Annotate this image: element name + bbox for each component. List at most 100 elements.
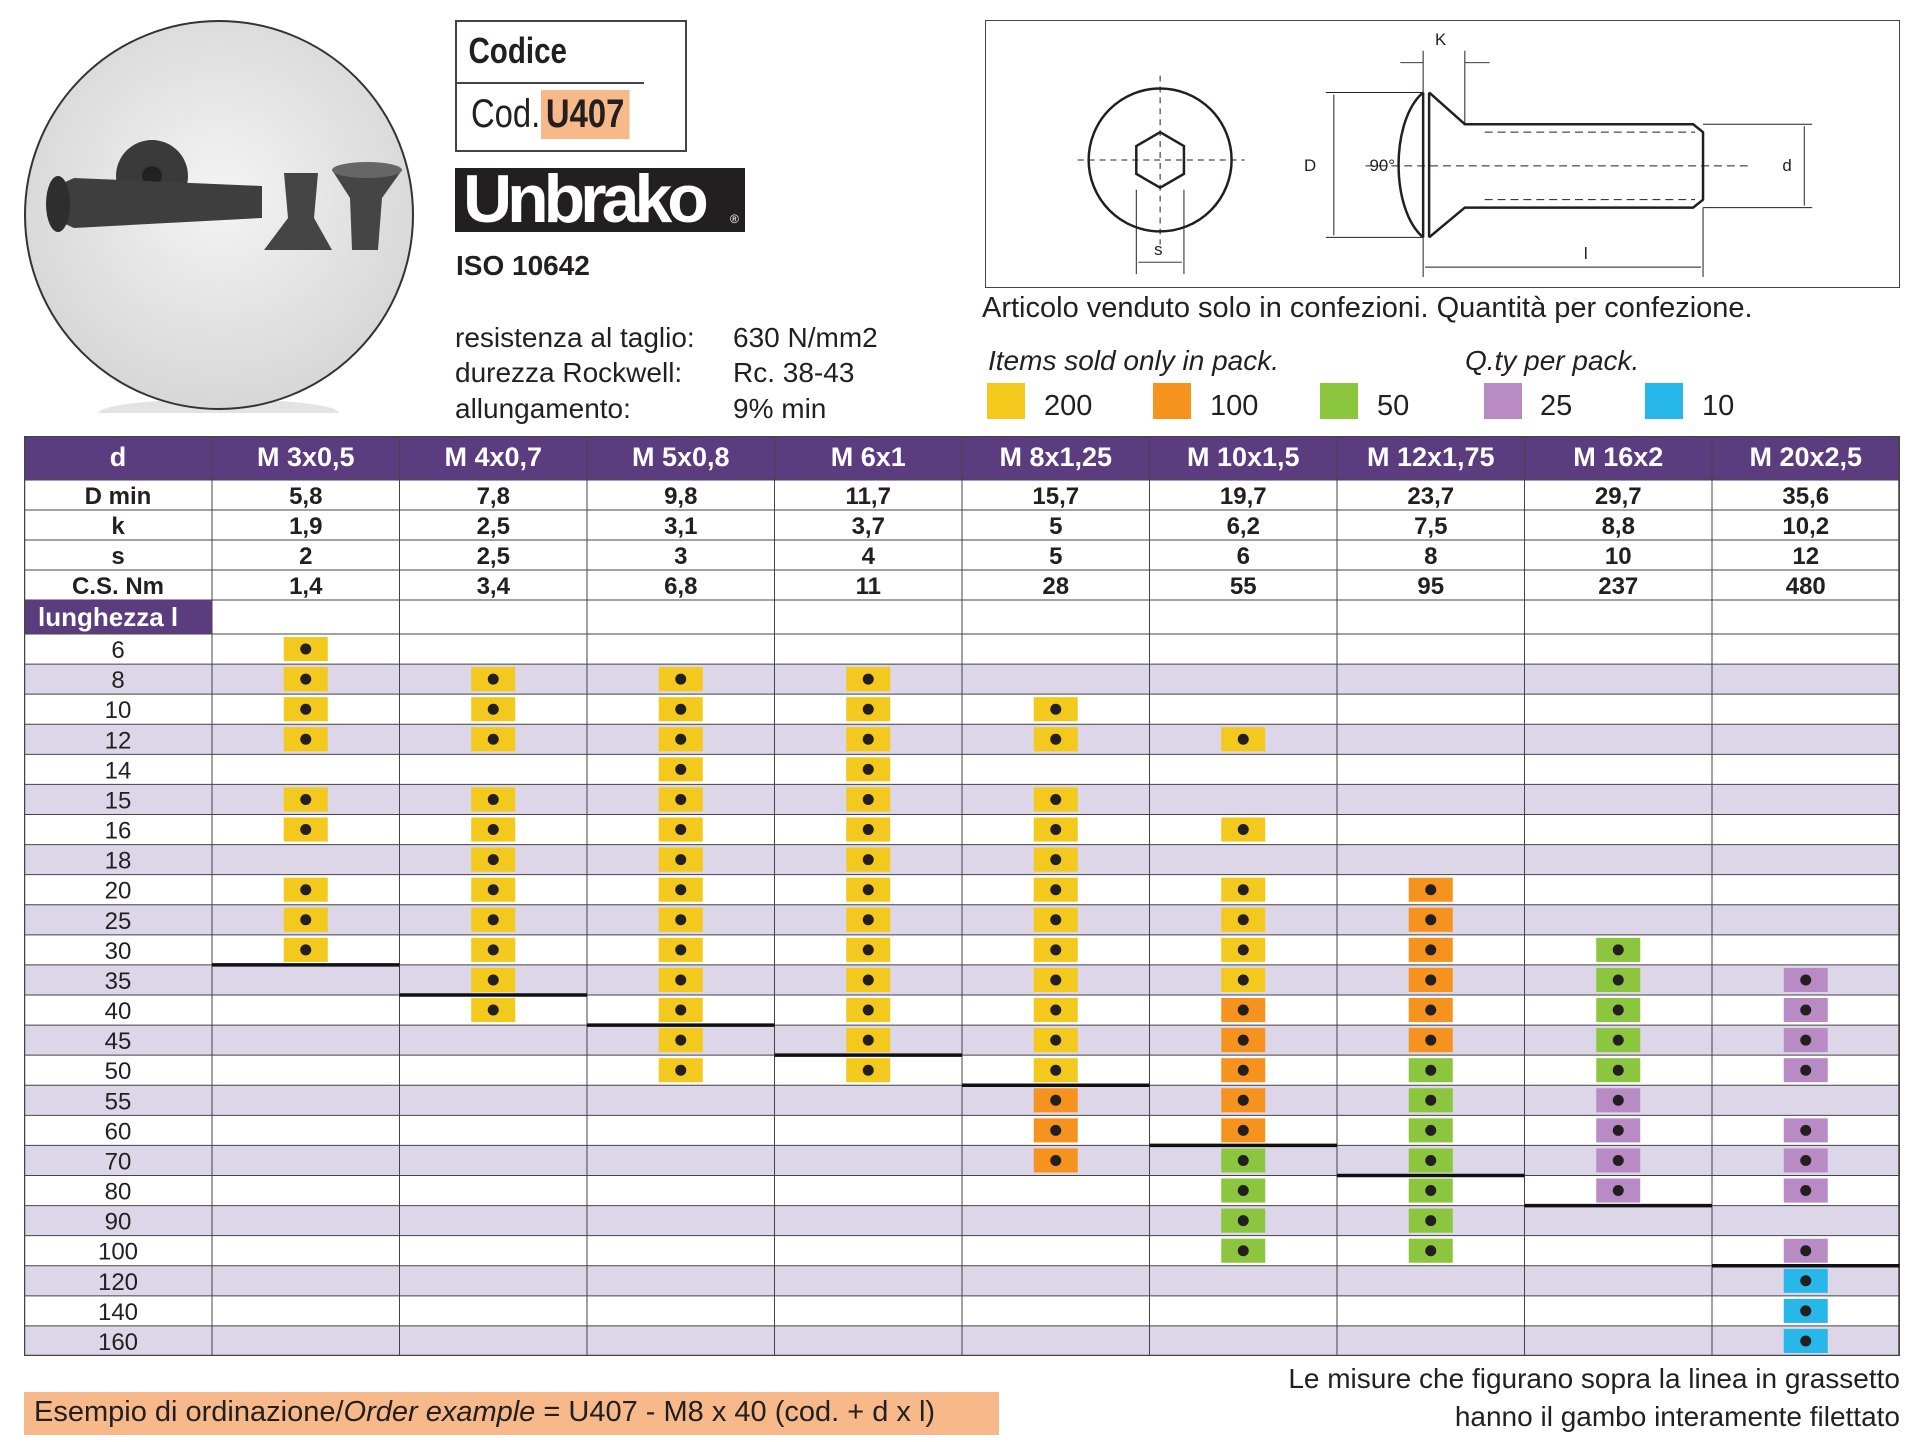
size-header: M 16x2 xyxy=(1573,442,1663,472)
availability-dot xyxy=(1425,1004,1437,1016)
length-value: 18 xyxy=(105,848,132,875)
product-photo xyxy=(24,20,414,413)
availability-dot xyxy=(487,854,499,866)
spec-value: 3 xyxy=(674,543,687,570)
legend-label: 50 xyxy=(1377,390,1410,422)
availability-dot xyxy=(675,1004,687,1016)
spec-value: 11,7 xyxy=(846,483,891,510)
length-value: 70 xyxy=(105,1148,132,1175)
availability-dot xyxy=(1612,1154,1624,1166)
availability-dot xyxy=(862,673,874,685)
legend-swatch-purple xyxy=(1484,383,1522,419)
availability-dot xyxy=(1612,1124,1624,1136)
spec-value: 1,9 xyxy=(289,513,322,540)
length-value: 14 xyxy=(105,757,132,784)
availability-dot xyxy=(1237,884,1249,896)
availability-dot xyxy=(1425,944,1437,956)
availability-dot xyxy=(1612,974,1624,986)
length-label: lunghezza l xyxy=(38,602,178,632)
availability-dot xyxy=(1800,1034,1812,1046)
availability-dot xyxy=(1050,854,1062,866)
label-D: D xyxy=(1304,156,1316,175)
spec-value: 10,2 xyxy=(1782,513,1829,540)
availability-dot xyxy=(1050,1124,1062,1136)
availability-dot xyxy=(300,944,312,956)
spec-value: 2,5 xyxy=(477,543,510,570)
availability-dot xyxy=(1237,733,1249,745)
availability-dot xyxy=(1237,1245,1249,1257)
availability-dot xyxy=(862,763,874,775)
availability-dot xyxy=(1237,1034,1249,1046)
availability-dot xyxy=(1800,1004,1812,1016)
spec-value: 9,8 xyxy=(664,483,697,510)
availability-dot xyxy=(1800,974,1812,986)
legend-swatch-green xyxy=(1320,383,1358,419)
size-header: M 5x0,8 xyxy=(632,442,730,472)
availability-dot xyxy=(487,884,499,896)
availability-dot xyxy=(1237,824,1249,836)
brand-logo: Unbrako xyxy=(455,168,745,232)
spec-value: 29,7 xyxy=(1595,483,1642,510)
spec-value: 7,8 xyxy=(477,483,510,510)
availability-dot xyxy=(1425,1154,1437,1166)
length-value: 50 xyxy=(105,1058,132,1085)
length-value: 16 xyxy=(105,818,132,845)
technical-drawing: s K D 90° d l xyxy=(985,20,1900,288)
spec-value: 2,5 xyxy=(477,513,510,540)
availability-dot xyxy=(1612,1034,1624,1046)
table-border xyxy=(24,436,1900,1356)
spec-value: 11 xyxy=(856,573,881,600)
property-value: Rc. 38-43 xyxy=(733,357,855,388)
length-value: 12 xyxy=(105,727,132,754)
availability-dot xyxy=(675,944,687,956)
length-value: 45 xyxy=(105,1028,132,1055)
length-value: 160 xyxy=(98,1329,138,1356)
availability-dot xyxy=(1425,1215,1437,1227)
availability-dot xyxy=(1050,1034,1062,1046)
spec-value: 95 xyxy=(1417,573,1444,600)
availability-dot xyxy=(675,824,687,836)
length-value: 20 xyxy=(105,878,132,905)
spec-value: 8 xyxy=(1424,543,1437,570)
full-thread-note-line2: hanno il gambo interamente filettato xyxy=(1454,1401,1900,1432)
availability-dot xyxy=(300,793,312,805)
property-hardness: durezza Rockwell: Rc. 38-43 xyxy=(455,357,854,389)
availability-dot xyxy=(675,793,687,805)
availability-dot xyxy=(487,944,499,956)
size-header: M 10x1,5 xyxy=(1187,442,1300,472)
availability-dot xyxy=(862,1064,874,1076)
availability-dot xyxy=(1612,944,1624,956)
availability-dot xyxy=(675,1064,687,1076)
availability-dot xyxy=(675,1034,687,1046)
order-prefix: Esempio di ordinazione/ xyxy=(34,1396,344,1428)
label-l: l xyxy=(1584,244,1588,263)
availability-dot xyxy=(862,884,874,896)
spec-value: 6 xyxy=(1237,543,1250,570)
property-label: allungamento: xyxy=(455,393,631,424)
spec-value: 6,8 xyxy=(664,573,697,600)
size-header: M 6x1 xyxy=(831,442,906,472)
availability-dot xyxy=(1800,1185,1812,1197)
spec-value: 2 xyxy=(299,543,312,570)
size-header: M 8x1,25 xyxy=(999,442,1112,472)
order-italic: Order example xyxy=(343,1396,536,1428)
length-value: 8 xyxy=(111,667,124,694)
spec-value: 5,8 xyxy=(289,483,322,510)
availability-dot xyxy=(1050,824,1062,836)
legend-swatch-blue xyxy=(1645,383,1683,419)
availability-dot xyxy=(1612,1004,1624,1016)
availability-dot xyxy=(1800,1305,1812,1317)
sold-in-packs-note: Articolo venduto solo in confezioni. Qua… xyxy=(982,292,1753,324)
length-value: 80 xyxy=(105,1179,132,1206)
availability-dot xyxy=(487,793,499,805)
spec-value: 23,7 xyxy=(1407,483,1454,510)
availability-dot xyxy=(1237,1064,1249,1076)
availability-dot xyxy=(487,733,499,745)
availability-dot xyxy=(1050,1064,1062,1076)
availability-dot xyxy=(1237,974,1249,986)
spec-value: 19,7 xyxy=(1220,483,1267,510)
label-s: s xyxy=(1154,240,1162,259)
spec-value: 28 xyxy=(1042,573,1069,600)
spec-value: 1,4 xyxy=(289,573,323,600)
availability-dot xyxy=(487,703,499,715)
